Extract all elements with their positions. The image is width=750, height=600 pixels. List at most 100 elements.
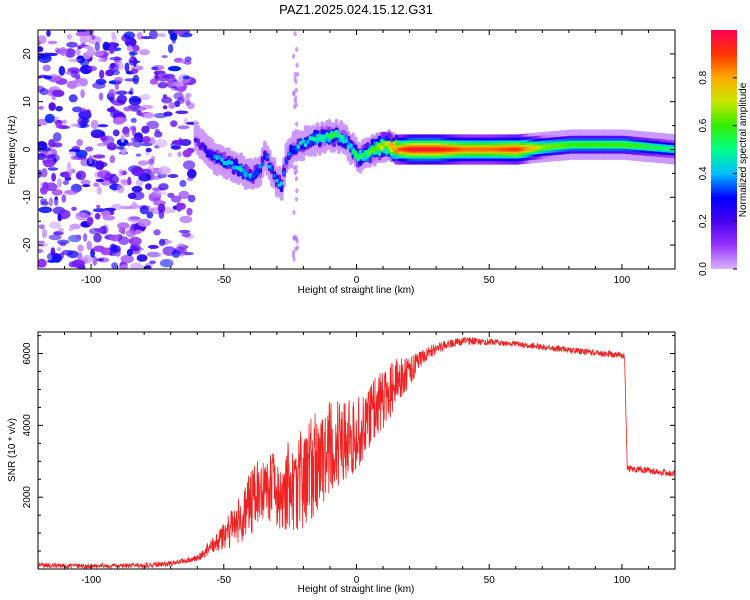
noise-blob: [75, 212, 90, 221]
noise-blob: [148, 158, 155, 165]
noise-blob: [52, 142, 63, 148]
noise-blob: [77, 116, 89, 127]
noise-blob: [153, 70, 166, 75]
noise-blob: [139, 205, 149, 215]
noise-blob: [130, 68, 139, 74]
noise-blob: [97, 124, 109, 128]
noise-blob: [163, 206, 172, 214]
noise-blob: [114, 82, 120, 91]
noise-blob: [182, 149, 192, 158]
noise-blob: [48, 102, 56, 111]
noise-blob: [117, 222, 130, 230]
noise-blob: [172, 81, 184, 88]
x-tick-label: 50: [484, 275, 496, 286]
noise-blob: [42, 64, 51, 72]
noise-blob: [108, 251, 116, 257]
noise-blob: [88, 155, 93, 165]
noise-blob: [295, 121, 299, 127]
noise-blob: [47, 40, 58, 45]
noise-blob: [94, 41, 100, 52]
noise-blob: [77, 244, 84, 252]
spectrogram-xlabel: Height of straight line (km): [298, 285, 415, 296]
noise-blob: [85, 146, 94, 152]
ridge-segment: [260, 162, 265, 167]
y-tick-label: 4000: [22, 414, 33, 437]
noise-blob: [142, 136, 151, 144]
noise-blob: [110, 105, 115, 112]
noise-blob: [98, 57, 106, 63]
noise-blob: [68, 58, 82, 63]
noise-blob: [79, 58, 90, 67]
noise-blob: [102, 215, 116, 221]
noise-blob: [127, 176, 132, 186]
noise-blob: [109, 210, 115, 216]
noise-blob: [177, 125, 190, 130]
noise-blob: [294, 79, 298, 85]
noise-blob: [125, 229, 136, 238]
ridge-segment: [275, 178, 279, 183]
noise-blob: [294, 102, 298, 108]
noise-blob: [295, 47, 299, 52]
noise-blob: [109, 243, 117, 253]
noise-blob: [294, 87, 298, 93]
ridge-segment: [320, 137, 325, 142]
noise-blob: [101, 210, 111, 217]
noise-blob: [79, 108, 87, 113]
noise-blob: [154, 139, 168, 148]
noise-blob: [44, 113, 55, 124]
noise-blob: [125, 142, 133, 147]
noise-blob: [68, 151, 77, 155]
ridge-segment: [361, 153, 365, 158]
noise-blob: [61, 249, 74, 256]
noise-blob: [115, 90, 128, 96]
noise-blob: [157, 33, 167, 38]
ridge-segment: [255, 170, 260, 175]
ridge-segment: [201, 142, 205, 147]
noise-blob: [144, 265, 152, 269]
noise-blob: [75, 48, 81, 56]
noise-blob: [130, 117, 137, 123]
noise-blob: [139, 94, 151, 101]
noise-blob: [149, 260, 157, 265]
noise-blob: [116, 94, 128, 104]
noise-blob: [174, 30, 186, 35]
noise-blob: [38, 35, 47, 45]
noise-blob: [132, 44, 140, 52]
noise-blob: [95, 160, 105, 171]
ridge-segment: [303, 142, 308, 147]
noise-blob: [295, 62, 299, 68]
ridge-segment: [279, 181, 284, 186]
noise-blob: [146, 120, 159, 130]
ridge-segment: [229, 160, 234, 166]
x-tick-label: -100: [81, 275, 101, 286]
noise-blob: [81, 184, 91, 188]
noise-blob: [86, 216, 94, 226]
noise-blob: [126, 44, 133, 52]
colorbar: 0.0 0.2 0.4 0.6 0.8 Normalized spectral ampl…: [698, 30, 749, 276]
noise-blob: [99, 69, 105, 79]
y-tick-label: 10: [22, 96, 33, 108]
ridge-segment: [370, 149, 375, 154]
y-tick-label: -20: [22, 237, 33, 252]
noise-blob: [38, 53, 52, 64]
noise-blob: [93, 50, 104, 57]
noise-blob: [145, 147, 152, 153]
noise-blob: [119, 264, 129, 269]
noise-blob: [80, 89, 85, 99]
noise-blob: [293, 72, 297, 77]
noise-blob: [185, 93, 190, 101]
noise-blob: [135, 153, 142, 157]
noise-blob: [70, 155, 79, 160]
noise-blob: [124, 133, 130, 138]
noise-blob: [68, 226, 74, 232]
noise-blob: [124, 62, 130, 73]
noise-blob: [72, 75, 81, 79]
x-tick-label: 100: [614, 275, 631, 286]
noise-blob: [146, 211, 154, 219]
y-tick-label: -10: [22, 190, 33, 205]
noise-blob: [136, 110, 142, 116]
colorbar-ticks: 0.0 0.2 0.4 0.6 0.8: [698, 70, 737, 276]
ridge-segment: [375, 145, 379, 151]
colorbar-tick-label: 0.4: [698, 166, 709, 180]
